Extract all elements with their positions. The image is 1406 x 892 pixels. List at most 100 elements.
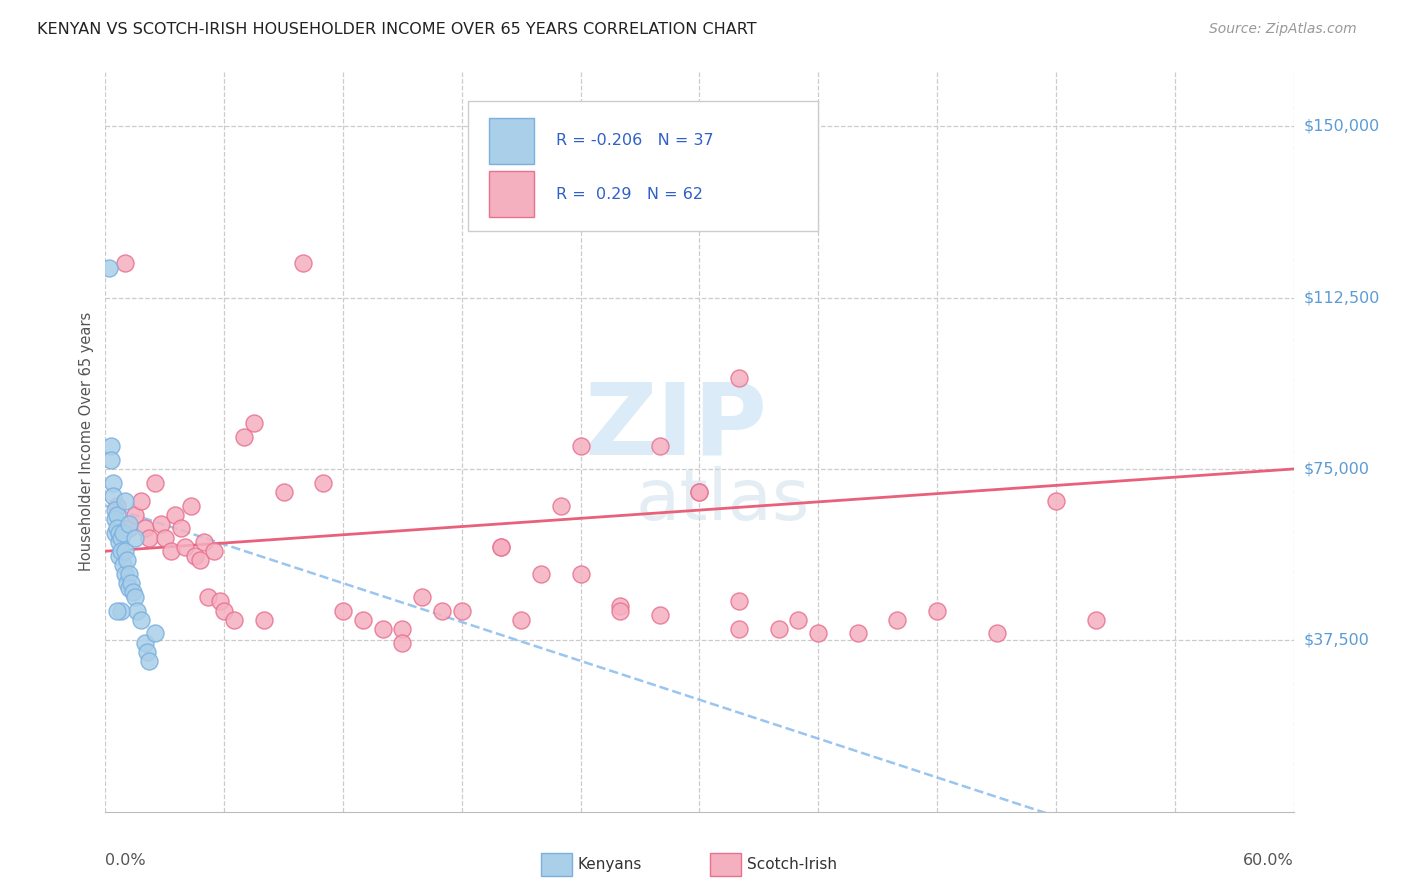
Point [352, 613, 374, 627]
Point [233, 430, 256, 444]
Point [689, 484, 711, 499]
Point [807, 626, 830, 640]
Point [153, 531, 176, 545]
Point [391, 622, 413, 636]
Point [124, 531, 146, 545]
Point [103, 489, 125, 503]
Point [430, 604, 453, 618]
Text: Scotch-Irish: Scotch-Irish [747, 857, 837, 871]
Bar [489, 171, 534, 218]
Point [120, 576, 142, 591]
Y-axis label: Householder Income Over 65 years: Householder Income Over 65 years [79, 312, 94, 571]
Point [1084, 613, 1107, 627]
Point [609, 604, 631, 618]
Point [214, 604, 236, 618]
Point [312, 475, 335, 490]
Point [925, 604, 948, 618]
Point [391, 635, 413, 649]
Point [134, 521, 156, 535]
Point [768, 622, 790, 636]
Point [143, 475, 166, 490]
Point [491, 540, 513, 554]
Point [118, 567, 141, 582]
Point [105, 521, 128, 535]
Point [110, 544, 132, 558]
Point [371, 622, 394, 636]
Point [115, 553, 138, 567]
Point [136, 645, 159, 659]
Point [609, 599, 631, 613]
Point [787, 613, 810, 627]
Point [110, 604, 132, 618]
Point [173, 540, 195, 554]
Point [728, 594, 751, 608]
Point [112, 525, 135, 540]
Point [118, 581, 141, 595]
Point [163, 508, 186, 522]
Point [253, 613, 276, 627]
Point [491, 540, 513, 554]
Point [728, 622, 751, 636]
Point [648, 608, 671, 623]
Bar [489, 118, 534, 164]
Point [138, 531, 160, 545]
Text: R =  0.29   N = 62: R = 0.29 N = 62 [555, 186, 703, 202]
Point [569, 567, 592, 582]
Point [103, 475, 125, 490]
Text: R = -0.206   N = 37: R = -0.206 N = 37 [555, 134, 713, 148]
Point [689, 484, 711, 499]
Point [197, 590, 219, 604]
Point [98, 260, 121, 275]
Point [170, 521, 193, 535]
Point [332, 604, 354, 618]
Point [100, 439, 122, 453]
Point [114, 544, 136, 558]
Point [202, 544, 225, 558]
Point [129, 494, 152, 508]
Text: ZIP: ZIP [585, 378, 768, 475]
FancyBboxPatch shape [468, 101, 818, 230]
Point [108, 549, 131, 563]
Point [108, 525, 131, 540]
Point [530, 567, 553, 582]
Point [243, 417, 266, 431]
Point [134, 635, 156, 649]
Point [129, 613, 152, 627]
Text: $112,500: $112,500 [1303, 290, 1379, 305]
Point [224, 613, 246, 627]
Point [149, 516, 172, 531]
Point [118, 521, 141, 535]
Point [105, 604, 128, 618]
Point [180, 499, 202, 513]
Text: 0.0%: 0.0% [105, 853, 146, 868]
Point [143, 626, 166, 640]
Point [105, 508, 128, 522]
Point [450, 604, 472, 618]
Point [138, 654, 160, 668]
Point [104, 525, 127, 540]
Text: $37,500: $37,500 [1303, 632, 1369, 648]
Point [411, 590, 433, 604]
Point [159, 544, 181, 558]
Point [193, 535, 215, 549]
Text: $75,000: $75,000 [1303, 461, 1369, 476]
Point [183, 549, 205, 563]
Point [728, 370, 751, 384]
Text: atlas: atlas [636, 467, 810, 535]
Point [114, 494, 136, 508]
Point [105, 499, 128, 513]
Point [292, 256, 315, 270]
Point [124, 508, 146, 522]
Point [104, 512, 127, 526]
Point [569, 439, 592, 453]
Point [550, 499, 572, 513]
Point [986, 626, 1008, 640]
Point [127, 604, 149, 618]
Text: $150,000: $150,000 [1303, 119, 1379, 134]
Point [190, 553, 212, 567]
Text: 60.0%: 60.0% [1243, 853, 1294, 868]
Point [209, 594, 232, 608]
Point [110, 531, 132, 545]
Point [122, 585, 145, 599]
Point [108, 535, 131, 549]
